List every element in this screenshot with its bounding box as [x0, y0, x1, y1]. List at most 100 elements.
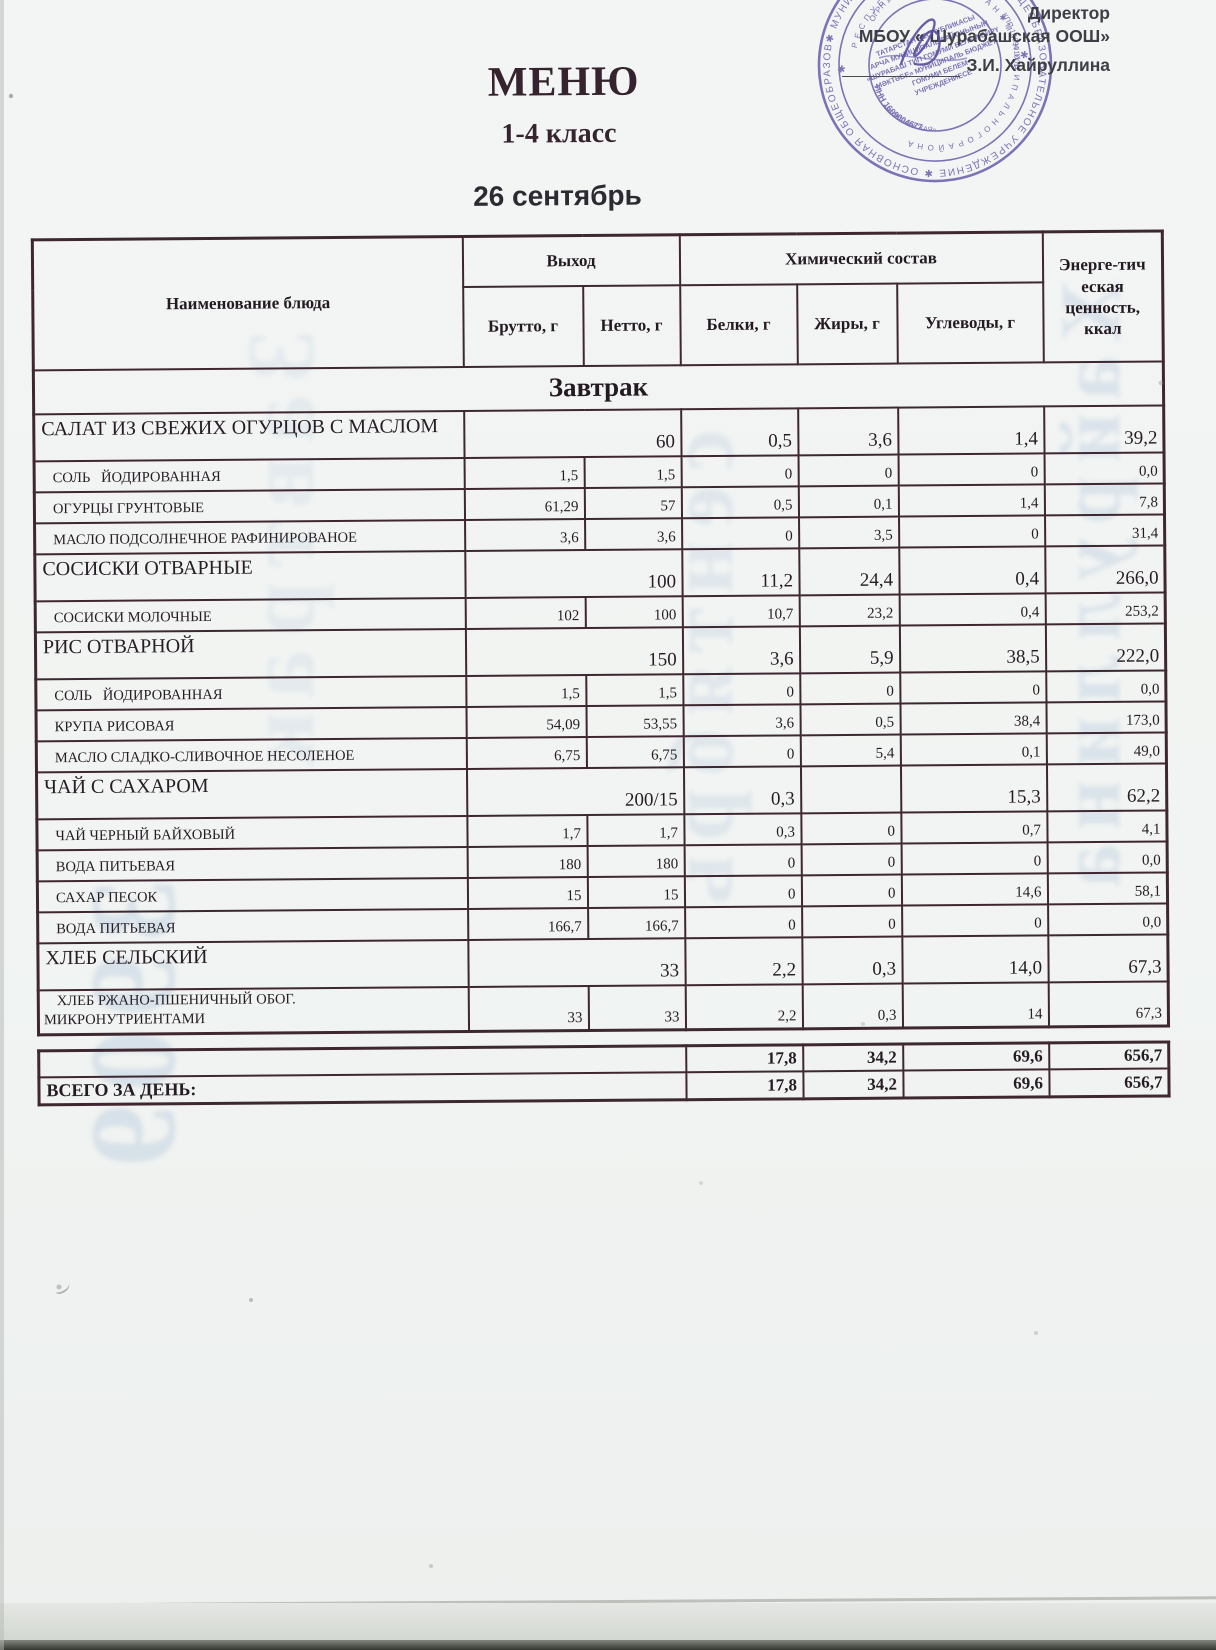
netto-cell: 1,5 [585, 673, 684, 706]
belki-cell: 10,7 [682, 594, 800, 627]
belki-cell: 0 [681, 454, 799, 487]
approval-signer: З.И. Хайруллина [966, 55, 1110, 76]
dish-name-cell: РИС ОТВАРНОЙ [35, 628, 466, 679]
netto-cell: 57 [584, 486, 682, 519]
kkal-cell: 67,3 [1048, 980, 1169, 1027]
kkal-cell: 31,4 [1044, 513, 1165, 546]
uglevody-cell: 0,1 [900, 732, 1047, 766]
kkal-cell: 67,3 [1047, 933, 1169, 982]
uglevody-cell: 15,3 [900, 763, 1047, 813]
brutto-cell: 1,5 [464, 456, 585, 489]
belki-cell: 0,5 [681, 485, 799, 518]
kkal-cell: 62,2 [1046, 762, 1167, 811]
col-header-energy: Энерге-тич еская ценность, ккал [1042, 230, 1164, 362]
ingredient-name-cell: САХАР ПЕСОК [37, 877, 468, 912]
brutto-cell: 102 [465, 596, 586, 629]
page-edge-zone [0, 1603, 1216, 1641]
ingredient-name-cell: МАСЛО СЛАДКО-СЛИВОЧНОЕ НЕСОЛЕНОЕ [36, 737, 467, 772]
netto-cell: 60 [463, 408, 682, 458]
belki-cell: 0,3 [683, 765, 801, 814]
belki-total-cell: 17,8 [685, 1044, 803, 1073]
uglevody-cell: 1,4 [898, 483, 1045, 517]
zhiry-cell: 0 [801, 874, 902, 906]
ingredient-name-cell: СОЛЬ ЙОДИРОВАННАЯ [35, 675, 466, 710]
brutto-cell: 15 [467, 876, 588, 909]
belki-cell: 0,5 [680, 407, 799, 456]
ingredient-name-cell: ВОДА ПИТЬЕВАЯ [37, 846, 468, 881]
brutto-cell: 33 [468, 985, 589, 1032]
uglevody-cell: 0,4 [898, 545, 1046, 595]
uglevody-cell: 0 [898, 514, 1045, 548]
brutto-cell: 3,6 [464, 518, 585, 551]
kkal-cell: 266,0 [1044, 544, 1166, 593]
totals-table: 17,8 34,2 69,6 656,7 ВСЕГО ЗА ДЕНЬ: 17,8… [37, 1040, 1171, 1106]
brutto-cell: 6,75 [466, 736, 587, 769]
belki-cell: 2,2 [684, 936, 803, 985]
netto-cell: 15 [587, 875, 685, 908]
zhiry-cell: 24,4 [798, 547, 900, 595]
belki-cell: 0 [684, 843, 802, 876]
netto-cell: 1,5 [584, 455, 682, 488]
netto-cell: 180 [587, 844, 685, 877]
page-edge-left [0, 0, 4, 1650]
dish-name-cell: ХЛЕБ СЕЛЬСКИЙ [37, 939, 469, 990]
netto-cell: 33 [467, 937, 686, 987]
uglevody-total-cell: 69,6 [902, 1042, 1049, 1071]
ingredient-name-cell: ЧАЙ ЧЕРНЫЙ БАЙХОВЫЙ [36, 815, 468, 850]
brutto-cell: 180 [467, 845, 588, 878]
uglevody-cell: 14 [902, 981, 1049, 1028]
uglevody-total-cell: 69,6 [902, 1069, 1050, 1098]
zhiry-cell: 0 [801, 843, 902, 875]
kkal-cell: 0,0 [1045, 669, 1167, 702]
belki-cell: 0 [681, 516, 799, 549]
header-row-1: Наименование блюда Выход Химический сост… [32, 230, 1164, 370]
scanner-edge-shadow [0, 1640, 1216, 1650]
brutto-cell: 61,29 [464, 487, 585, 520]
belki-total-cell: 17,8 [685, 1071, 804, 1100]
ingredient-name-cell: СОЛЬ ЙОДИРОВАННАЯ [34, 457, 465, 492]
zhiry-cell: 0 [801, 905, 902, 937]
uglevody-cell: 0,4 [899, 592, 1046, 626]
zhiry-cell: 3,5 [798, 516, 899, 548]
netto-cell: 100 [585, 595, 683, 628]
totals-label-cell: ВСЕГО ЗА ДЕНЬ: [38, 1072, 687, 1105]
kkal-cell: 0,0 [1044, 451, 1165, 484]
zhiry-cell: 0 [800, 812, 902, 844]
belki-cell: 3,6 [683, 703, 801, 736]
uglevody-cell: 0,7 [900, 810, 1048, 844]
brutto-cell: 1,7 [466, 814, 588, 847]
brutto-cell: 54,09 [465, 705, 587, 738]
belki-cell: 0 [683, 734, 801, 767]
col-header-netto: Нетто, г [582, 284, 681, 366]
zhiry-total-cell: 34,2 [802, 1070, 904, 1099]
netto-cell: 3,6 [584, 517, 682, 550]
netto-cell: 33 [588, 984, 686, 1031]
netto-cell: 200/15 [466, 766, 684, 816]
uglevody-cell: 14,0 [901, 934, 1049, 984]
zhiry-cell: 5,4 [800, 734, 901, 766]
ingredient-row: ХЛЕБ РЖАНО-ПШЕНИЧНЫЙ ОБОГ. МИКРОНУТРИЕНТ… [38, 980, 1169, 1035]
kkal-cell: 58,1 [1047, 871, 1168, 904]
zhiry-cell [800, 765, 901, 813]
zhiry-cell: 0 [799, 672, 900, 704]
kkal-cell: 4,1 [1046, 809, 1168, 842]
belki-cell: 2,2 [685, 983, 803, 1030]
zhiry-cell: 0,3 [801, 936, 903, 984]
ingredient-name-cell: МАСЛО ПОДСОЛНЕЧНОЕ РАФИНИРОВАНОЕ [34, 519, 465, 554]
ingredient-name-cell: ХЛЕБ РЖАНО-ПШЕНИЧНЫЙ ОБОГ. МИКРОНУТРИЕНТ… [38, 986, 469, 1035]
netto-cell: 150 [465, 626, 683, 676]
zhiry-cell: 0 [798, 454, 899, 486]
kkal-cell: 39,2 [1043, 404, 1165, 453]
col-header-name: Наименование блюда [32, 236, 464, 370]
netto-cell: 6,75 [586, 735, 684, 768]
zhiry-cell: 23,2 [799, 594, 900, 626]
ingredient-name-cell: КРУПА РИСОВАЯ [36, 706, 467, 741]
ingredient-name-cell: ОГУРЦЫ ГРУНТОВЫЕ [34, 488, 465, 523]
kkal-total-cell: 656,7 [1048, 1068, 1170, 1097]
ingredient-name-cell: СОСИСКИ МОЛОЧНЫЕ [35, 597, 466, 632]
kkal-cell: 0,0 [1047, 902, 1168, 935]
kkal-cell: 49,0 [1046, 731, 1167, 764]
uglevody-cell: 38,4 [899, 701, 1047, 735]
belki-cell: 11,2 [681, 547, 800, 596]
col-header-chem: Химический состав [679, 231, 1043, 285]
